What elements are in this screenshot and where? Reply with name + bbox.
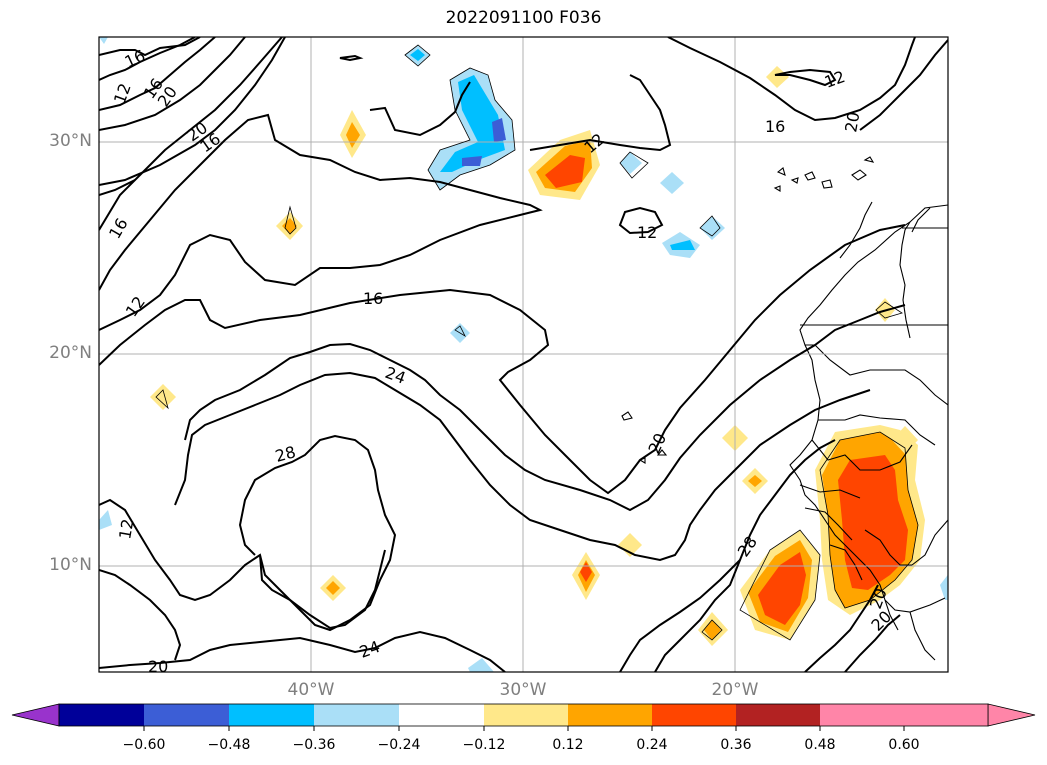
gridlines [99,37,948,672]
contour-label: 28 [734,533,761,561]
map-frame [98,36,949,673]
colorbar-underflow-arrow [11,703,60,727]
colorbar-segment [568,704,652,726]
contour-label: 16 [765,117,785,136]
contour-label: 20 [841,110,863,133]
map-title: 2022091100 F036 [445,8,602,28]
colorbar-segment [59,704,144,726]
colorbar-segment [399,704,484,726]
colorbar [11,703,1036,731]
colorbar-tick-label: −0.48 [207,737,251,753]
coastlines [621,156,948,661]
contour-label: 20 [644,430,670,456]
lon-label-40w: 40°W [287,680,335,700]
colorbar-segment [484,704,568,726]
colorbar-tick-label: −0.36 [292,737,336,753]
colorbar-segment [229,704,314,726]
colorbar-tick-label: 0.12 [552,737,584,753]
colorbar-segment [736,704,820,726]
colorbar-segment [904,704,988,726]
contour-label: 12 [115,517,137,540]
lon-label-20w: 20°W [711,680,759,700]
contour-label: 28 [273,442,298,466]
contour-label: 12 [110,81,135,107]
colorbar-segment [144,704,229,726]
colorbar-tick-label: −0.60 [122,737,166,753]
contour-lines [99,37,948,672]
lat-label-10n: 10°N [49,555,92,575]
colorbar-segment [652,704,736,726]
colorbar-tick-label: 0.36 [720,737,752,753]
contour-label: 16 [105,215,132,242]
contour-label: 24 [357,637,383,662]
contour-label: 12 [637,223,657,242]
lon-label-30w: 30°W [499,680,547,700]
colorbar-tick-label: 0.60 [888,737,920,753]
lat-label-30n: 30°N [49,131,92,151]
shading-outlines [155,44,919,641]
colorbar-segment [820,704,904,726]
lat-label-20n: 20°N [49,343,92,363]
colorbar-tick-label: 0.24 [636,737,668,753]
colorbar-segment [314,704,399,726]
colorbar-overflow-arrow [987,703,1036,727]
shading-regions [99,37,948,672]
colorbar-tick-label: 0.48 [804,737,836,753]
contour-label: 20 [148,657,168,676]
contour-label: 16 [363,289,383,308]
colorbar-tick-label: −0.12 [462,737,506,753]
colorbar-tick-label: −0.24 [377,737,421,753]
